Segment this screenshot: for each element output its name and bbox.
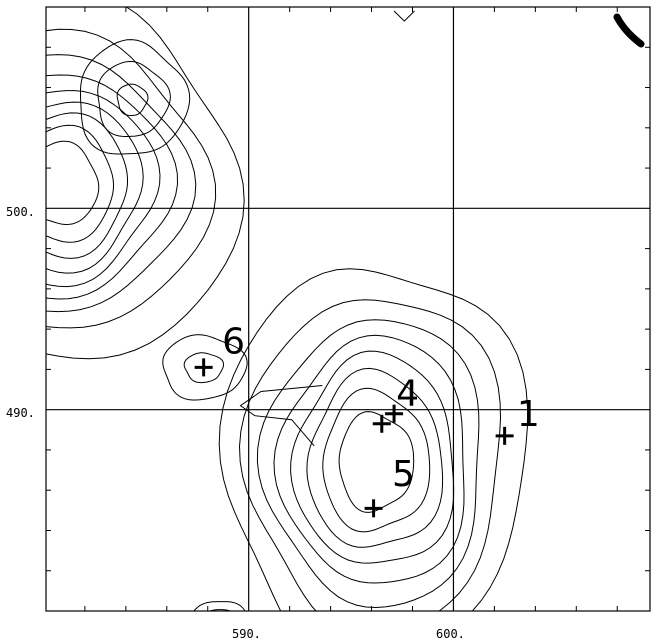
x-tick-label-600: 600. — [436, 627, 465, 641]
contour-ring — [80, 39, 191, 155]
contour-ring — [218, 268, 529, 611]
peak-label-6: 6 — [222, 321, 245, 362]
contour-ring — [306, 367, 444, 548]
corner-blob — [613, 13, 645, 48]
contour-ring — [46, 101, 144, 274]
grid-lines — [46, 7, 650, 611]
y-tick-label-500: 500. — [6, 205, 35, 219]
contour-ring — [273, 334, 465, 584]
contour-tail-shoulder — [239, 10, 415, 447]
contour-top-arc — [393, 10, 415, 22]
contour-ring — [290, 350, 455, 564]
contour-ring — [238, 299, 502, 611]
peak-label-4: 4 — [396, 374, 419, 415]
contour-ring — [46, 140, 100, 226]
contour-ring — [46, 74, 179, 300]
contour-shoulder — [239, 385, 323, 447]
contour-ring — [46, 28, 217, 329]
peak-label-5: 5 — [392, 454, 415, 495]
peak-label-1: 1 — [517, 394, 540, 435]
contour-ring — [97, 61, 171, 137]
peak-labels: 1 4 5 6 — [222, 321, 540, 495]
contours-peak-4-5 — [218, 268, 529, 611]
extra-marker-0 — [385, 404, 404, 423]
x-tick-labels: 590. 600. — [232, 627, 465, 641]
contour-ring — [162, 334, 248, 401]
plot-frame — [45, 6, 651, 612]
contours-left-edge — [46, 7, 245, 360]
y-tick-labels: 500. 490. — [6, 205, 35, 420]
peak-marker-6 — [194, 358, 213, 377]
contour-ring — [46, 90, 161, 288]
contour-ring — [203, 618, 231, 644]
contour-ring — [46, 7, 245, 360]
contour-ring — [256, 319, 480, 609]
contours-peak-6 — [162, 334, 248, 401]
axis-minor-ticks — [46, 7, 650, 611]
contour-ring — [193, 601, 246, 611]
peak-markers — [194, 358, 514, 518]
contour-ring — [46, 124, 115, 243]
contour-ring — [46, 112, 128, 259]
contour-ring — [183, 352, 225, 384]
peak-marker-5 — [364, 499, 383, 518]
x-tick-label-590: 590. — [232, 627, 261, 641]
peak-marker-1 — [495, 426, 514, 445]
y-tick-label-490: 490. — [6, 406, 35, 420]
contour-lines — [46, 7, 529, 644]
contour-ring — [322, 387, 431, 533]
contour-ring — [46, 54, 197, 313]
contours-upper-left — [80, 39, 191, 155]
peak-marker-4 — [372, 414, 391, 433]
contour-ring — [116, 83, 149, 116]
